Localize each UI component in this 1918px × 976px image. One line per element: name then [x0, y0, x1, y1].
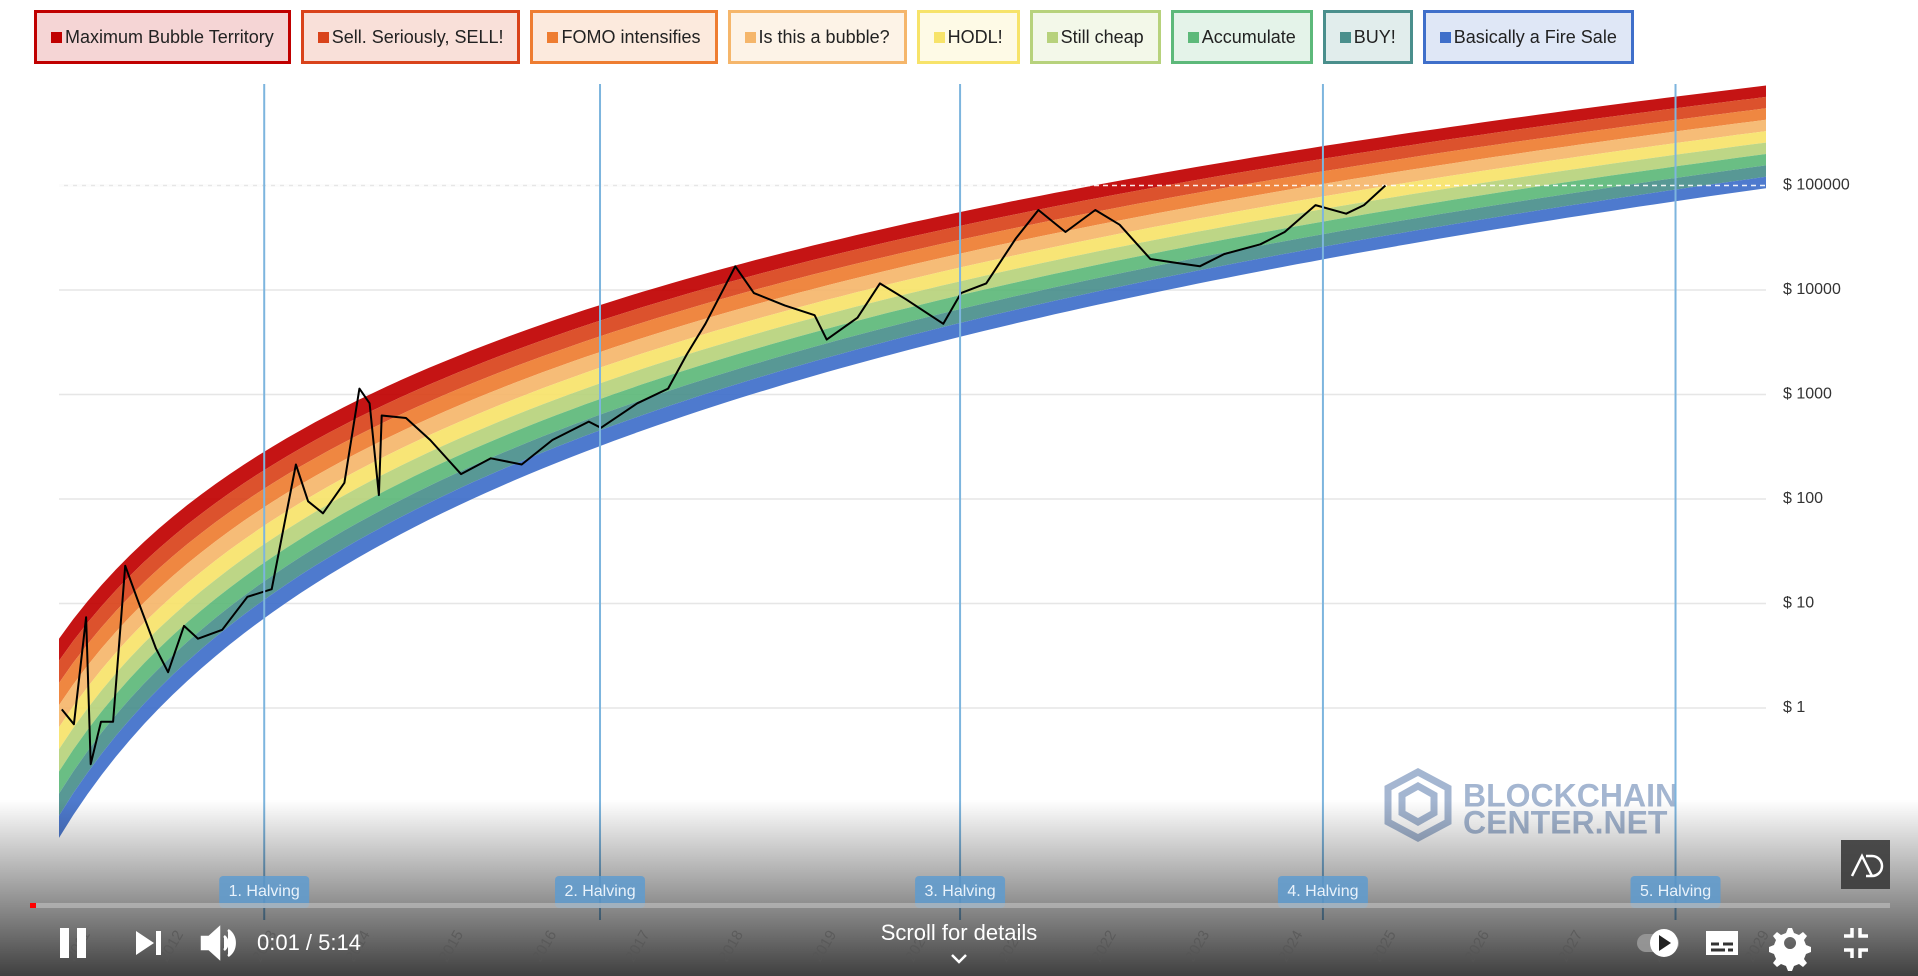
ad-icon [1850, 853, 1884, 878]
legend-label: Maximum Bubble Territory [65, 26, 274, 47]
legend-item[interactable]: Still cheap [1029, 10, 1161, 64]
halving-label: 2. Halving [564, 883, 635, 900]
legend-item[interactable]: Maximum Bubble Territory [34, 10, 291, 64]
legend-swatch [744, 31, 756, 43]
legend-label: BUY! [1353, 26, 1396, 47]
halving-label: 1. Halving [229, 883, 300, 900]
scroll-hint: Scroll for details [881, 920, 1038, 945]
legend-label: FOMO intensifies [561, 26, 701, 47]
legend-swatch [1046, 31, 1058, 43]
halving-label: 5. Halving [1640, 883, 1711, 900]
legend-item[interactable]: Basically a Fire Sale [1422, 10, 1634, 64]
fullscreen-exit-button[interactable] [1844, 928, 1868, 958]
legend-swatch [1439, 31, 1451, 43]
autoplay-play [1659, 935, 1671, 951]
legend-swatch [1339, 31, 1351, 43]
halving-label-box [555, 876, 646, 908]
y-tick-label: $ 1 [1783, 699, 1805, 716]
progress-played [30, 903, 36, 908]
legend-item[interactable]: BUY! [1322, 10, 1413, 64]
y-tick-label: $ 10 [1783, 595, 1814, 612]
legend-item[interactable]: Accumulate [1170, 10, 1313, 64]
legend-label: HODL! [947, 26, 1003, 47]
legend-item[interactable]: Is this a bubble? [727, 10, 907, 64]
legend-swatch [1187, 31, 1199, 43]
halving-label: 4. Halving [1287, 883, 1358, 900]
legend-swatch [51, 31, 62, 43]
legend-label: Still cheap [1060, 26, 1144, 47]
y-tick-label: $ 1000 [1783, 386, 1832, 403]
halving-label-box [219, 876, 310, 908]
legend-label: Accumulate [1201, 26, 1296, 47]
volume-button[interactable] [200, 925, 236, 961]
y-tick-label: $ 100000 [1783, 177, 1850, 194]
halving-label-box [1630, 876, 1721, 908]
settings-button[interactable] [1769, 928, 1811, 971]
legend-label: Is this a bubble? [758, 26, 890, 47]
captions-lines [1711, 942, 1733, 952]
scroll-chevron[interactable] [951, 954, 967, 964]
legend-item[interactable]: HODL! [916, 10, 1020, 64]
legend-label: Basically a Fire Sale [1453, 26, 1617, 47]
next-button[interactable] [136, 931, 161, 955]
legend-item[interactable]: FOMO intensifies [530, 10, 718, 64]
halving-label: 3. Halving [924, 883, 995, 900]
pause-button[interactable] [60, 928, 86, 958]
halving-label-box [915, 876, 1006, 908]
y-tick-label: $ 100 [1783, 490, 1823, 507]
legend-item[interactable]: Sell. Seriously, SELL! [300, 10, 521, 64]
progress-track [30, 903, 1890, 908]
legend-label: Sell. Seriously, SELL! [331, 26, 504, 47]
legend-swatch [547, 31, 559, 43]
legend-swatch [933, 31, 945, 43]
halving-label-box [1277, 876, 1368, 908]
y-tick-label: $ 10000 [1783, 281, 1841, 298]
time-display: 0:01 / 5:14 [257, 930, 361, 955]
legend-swatch [317, 31, 329, 43]
legend: Maximum Bubble Territory Sell. Seriously,… [34, 10, 1634, 64]
